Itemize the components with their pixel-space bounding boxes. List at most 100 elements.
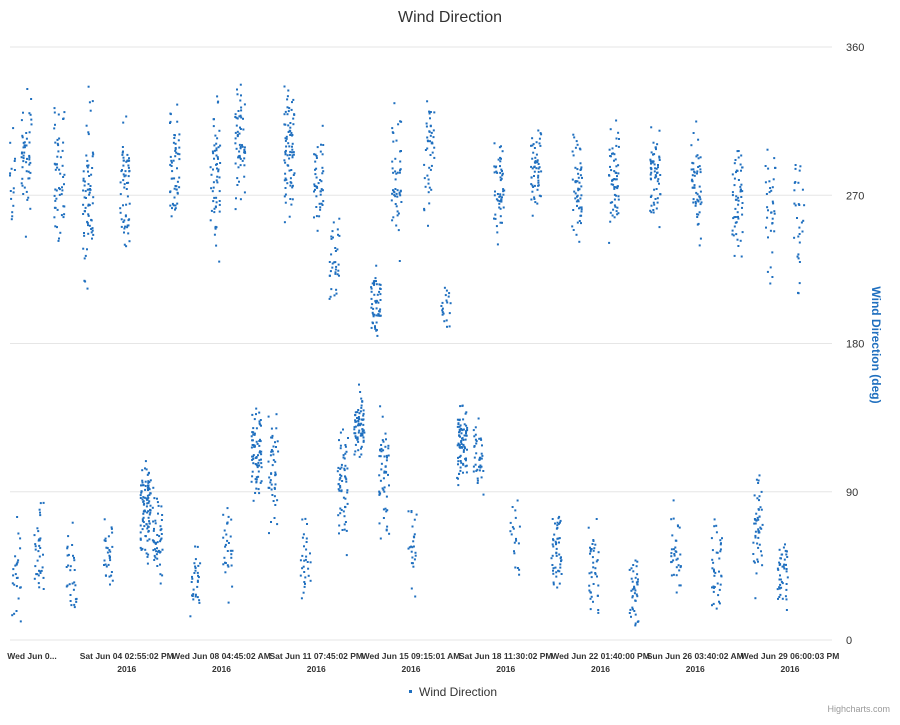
data-point	[234, 113, 237, 116]
data-point	[759, 526, 762, 529]
data-point	[86, 248, 88, 251]
data-point	[178, 153, 181, 156]
data-point	[493, 217, 495, 220]
data-point	[128, 159, 131, 162]
data-point	[122, 179, 125, 182]
legend[interactable]: Wind Direction	[409, 685, 497, 699]
data-point	[58, 193, 61, 196]
data-point	[613, 204, 616, 207]
data-point	[39, 511, 41, 514]
data-point	[38, 508, 41, 511]
y-tick-label: 0	[846, 635, 852, 647]
data-point	[156, 501, 159, 504]
data-point	[753, 522, 756, 525]
data-point	[160, 505, 163, 508]
data-point	[151, 539, 154, 542]
data-point	[144, 467, 146, 470]
data-point	[63, 173, 66, 176]
data-point	[649, 196, 652, 198]
data-point	[588, 584, 591, 587]
data-point	[475, 452, 478, 455]
data-point	[385, 495, 388, 498]
data-point	[334, 268, 337, 271]
data-point	[633, 610, 636, 612]
data-point	[145, 497, 148, 500]
data-point	[460, 427, 463, 430]
data-point	[173, 137, 176, 139]
data-point	[423, 207, 426, 210]
data-point	[194, 567, 197, 569]
data-point	[670, 518, 673, 521]
data-point	[169, 163, 172, 166]
data-point	[592, 600, 594, 603]
data-point	[231, 549, 234, 552]
data-point	[432, 136, 435, 139]
data-point	[634, 624, 637, 627]
data-point	[764, 181, 767, 184]
data-point	[284, 172, 287, 175]
data-point	[144, 510, 146, 513]
data-point	[87, 203, 90, 206]
data-point	[574, 192, 577, 195]
data-point	[285, 145, 288, 148]
data-point	[59, 172, 62, 175]
data-point	[234, 116, 237, 118]
data-point	[71, 582, 74, 585]
data-point	[385, 459, 388, 462]
data-point	[384, 465, 387, 468]
data-point	[394, 188, 397, 190]
data-point	[461, 404, 464, 407]
data-point	[272, 500, 275, 502]
data-point	[269, 479, 272, 482]
data-point	[633, 586, 635, 589]
data-point	[613, 186, 616, 188]
data-point	[690, 168, 693, 171]
data-point	[12, 204, 15, 207]
data-point	[243, 164, 246, 167]
data-point	[498, 202, 501, 205]
data-point	[778, 578, 781, 581]
data-point	[222, 513, 225, 516]
data-point	[153, 497, 156, 500]
data-point	[465, 424, 468, 427]
data-point	[373, 283, 375, 286]
data-point	[338, 532, 340, 535]
data-point	[299, 559, 302, 562]
data-point	[756, 497, 759, 500]
data-point	[20, 182, 23, 185]
credits-link[interactable]: Highcharts.com	[827, 704, 890, 714]
data-point	[285, 137, 288, 140]
data-point	[617, 172, 620, 175]
data-point	[572, 133, 575, 136]
data-point	[338, 217, 341, 220]
data-point	[466, 448, 468, 451]
data-point	[712, 590, 715, 593]
data-point	[337, 263, 340, 266]
data-point	[496, 231, 499, 234]
data-point	[306, 561, 309, 563]
data-point	[340, 490, 343, 493]
data-point	[142, 516, 145, 519]
data-point	[679, 584, 682, 587]
data-point	[91, 202, 94, 205]
data-point	[412, 565, 415, 568]
data-point	[441, 313, 444, 316]
data-point	[649, 209, 652, 212]
data-point	[382, 517, 385, 519]
data-point	[258, 459, 261, 462]
data-point	[429, 117, 431, 120]
data-point	[271, 436, 274, 439]
data-point	[731, 233, 734, 236]
data-point	[227, 542, 230, 544]
data-point	[798, 226, 801, 229]
data-point	[678, 569, 681, 572]
data-point	[674, 550, 677, 553]
data-point	[357, 420, 360, 423]
data-point	[379, 492, 382, 495]
data-point	[315, 176, 318, 179]
data-point	[634, 559, 637, 562]
data-point	[481, 454, 484, 457]
data-point	[22, 141, 25, 144]
data-point	[226, 521, 229, 524]
data-point	[362, 429, 365, 432]
